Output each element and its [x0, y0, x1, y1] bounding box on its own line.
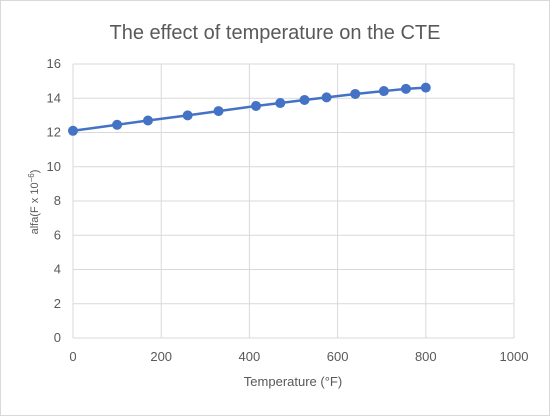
y-tick-label: 14 [47, 90, 61, 105]
x-tick-label: 400 [239, 349, 261, 364]
data-point [378, 86, 389, 97]
chart-title: The effect of temperature on the CTE [110, 22, 441, 44]
y-axis-label-main: alfa(F x 10 [29, 182, 41, 234]
y-axis-label: alfa(F x 10−6) [27, 170, 41, 235]
x-tick-labels: 0 200 400 600 800 1000 [69, 349, 528, 364]
x-tick-label: 0 [69, 349, 76, 364]
data-point [213, 106, 224, 117]
data-point [112, 119, 123, 130]
data-point [299, 94, 310, 105]
data-point [251, 100, 262, 111]
y-tick-label: 16 [47, 56, 61, 71]
x-tick-label: 200 [150, 349, 172, 364]
x-tick-label: 800 [415, 349, 437, 364]
grid-lines [72, 63, 515, 339]
data-point [420, 82, 431, 93]
y-tick-label: 10 [47, 159, 61, 174]
y-tick-labels: 0 2 4 6 8 10 12 14 16 [47, 56, 61, 345]
y-axis-label-superscript: −6 [27, 173, 36, 183]
data-point [68, 125, 78, 136]
y-tick-label: 12 [47, 125, 61, 140]
y-tick-label: 2 [54, 296, 61, 311]
data-point [275, 98, 286, 109]
data-point [400, 83, 411, 94]
data-point [142, 115, 153, 126]
y-tick-label: 0 [54, 330, 61, 345]
x-axis-label: Temperature (°F) [244, 374, 342, 389]
data-point [350, 88, 361, 99]
y-tick-label: 8 [54, 193, 61, 208]
x-tick-label: 600 [327, 349, 349, 364]
y-axis-label-end: ) [29, 170, 41, 174]
y-tick-label: 6 [54, 227, 61, 242]
data-point [321, 92, 332, 103]
series-points [68, 82, 431, 136]
data-point [182, 110, 193, 121]
y-tick-label: 4 [54, 262, 61, 277]
x-tick-label: 1000 [500, 349, 529, 364]
